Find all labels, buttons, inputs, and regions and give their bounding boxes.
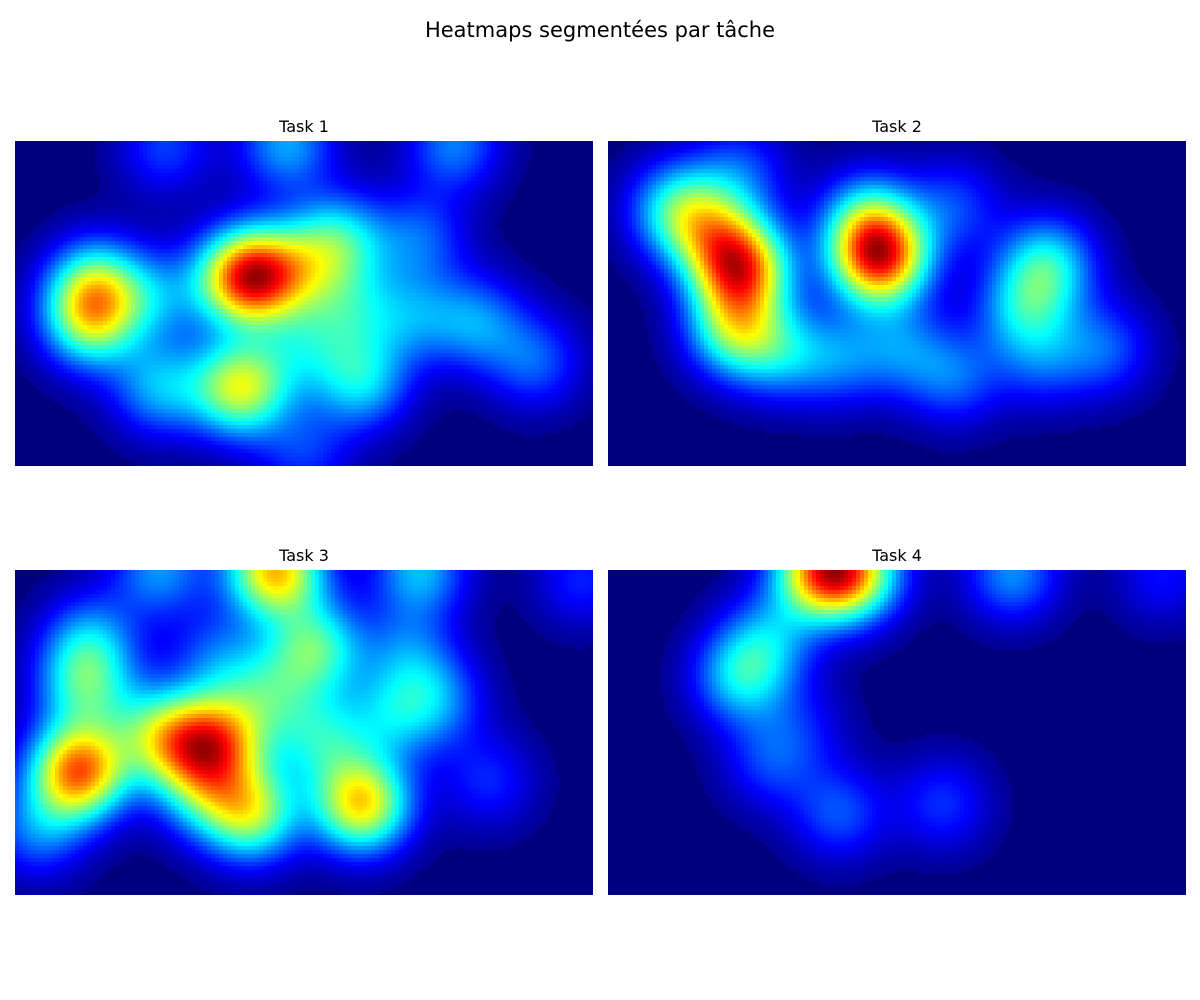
heatmap-2 [608, 141, 1186, 466]
heatmap-1 [15, 141, 593, 466]
heatmap-4 [608, 570, 1186, 895]
heatmap-title-2: Task 2 [608, 117, 1186, 136]
heatmap-title-1: Task 1 [15, 117, 593, 136]
heatmap-field [608, 141, 1181, 454]
heatmap-canvas-1 [15, 141, 593, 466]
heatmap-title-3: Task 3 [15, 546, 593, 565]
heatmap-3 [15, 570, 593, 895]
heatmap-field [15, 570, 593, 895]
heatmap-title-4: Task 4 [608, 546, 1186, 565]
heatmap-canvas-4 [660, 570, 1186, 887]
heatmap-canvas-3 [15, 570, 593, 895]
figure-title: Heatmaps segmentées par tâche [0, 18, 1200, 42]
heatmap-canvas-2 [608, 141, 1181, 454]
heatmap-field [15, 141, 593, 466]
heatmap-field [660, 570, 1186, 887]
